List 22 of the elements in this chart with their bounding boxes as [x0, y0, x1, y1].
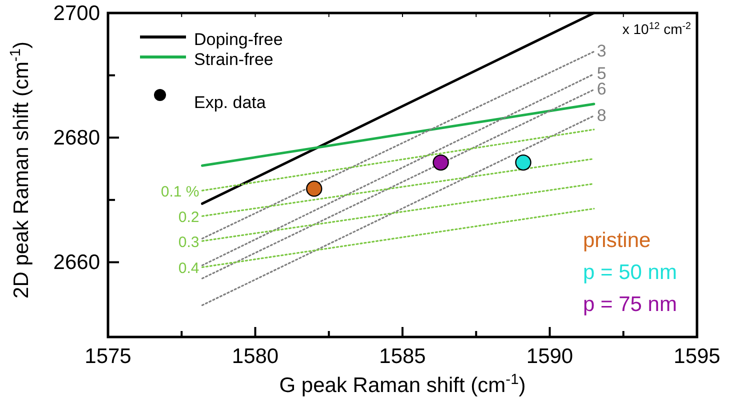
y-tick-label: 2660 — [53, 251, 100, 274]
annotation: Exp. data — [194, 93, 266, 112]
legend-label: Doping-free — [194, 30, 283, 49]
x-tick-label: 1575 — [84, 345, 132, 368]
x-tick-label: 1585 — [379, 345, 426, 368]
y-tick-label: 2680 — [53, 126, 100, 150]
y-tick-label: 2700 — [53, 2, 100, 25]
series-label: 0.1 % — [160, 184, 200, 201]
series-label: 0.3 — [178, 234, 200, 252]
series-label: 8 — [596, 106, 606, 125]
text: pristine — [583, 229, 651, 252]
x-tick-label: 1580 — [232, 345, 279, 368]
legend-label: Strain-free — [194, 50, 274, 69]
series-label: 3 — [596, 42, 606, 61]
text: p = 75 nm — [583, 293, 677, 316]
x-axis-title: G peak Raman shift (cm$^{-1}$) — [279, 372, 526, 397]
series-label: 0.4 — [178, 260, 200, 278]
annotation: x 10$^{12}$ cm$^{-2}$ — [622, 20, 691, 37]
x-tick-label: 1595 — [674, 345, 720, 368]
series-label: 0.2 — [178, 209, 200, 226]
x-tick-label: 1590 — [526, 345, 574, 368]
text: p = 50 nm — [583, 261, 677, 284]
